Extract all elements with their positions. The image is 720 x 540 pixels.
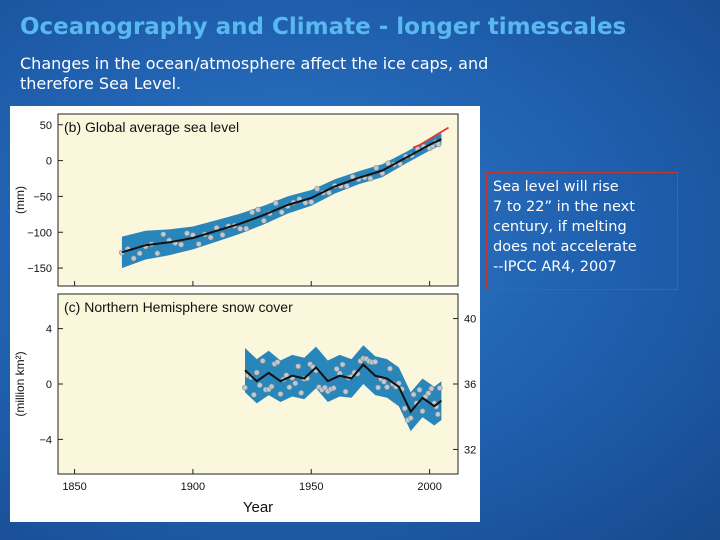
data-point-0-1-2 (154, 250, 161, 257)
data-point-1-14-0 (407, 415, 414, 421)
data-point-0-5-3 (255, 206, 261, 213)
data-point-0-0-3 (136, 250, 143, 257)
panel-title-1: (c) Northern Hemisphere snow cover (64, 299, 293, 315)
data-point-0-2-3 (184, 230, 190, 237)
data-point-0-3-1 (195, 241, 202, 247)
data-point-1-1-2 (259, 357, 266, 364)
data-point-1-2-1 (268, 383, 275, 390)
slide-title: Oceanography and Climate - longer timesc… (20, 14, 627, 40)
y2-tick-label-1-2: 32 (464, 444, 476, 456)
data-point-0-5-2 (249, 209, 255, 216)
slide-subtitle: Changes in the ocean/atmosphere affect t… (20, 54, 660, 94)
data-point-1-15-2 (425, 390, 432, 397)
data-point-1-12-0 (384, 384, 390, 390)
y-tick-label-0-3: −100 (27, 227, 52, 239)
panel-frame-0 (57, 113, 459, 287)
x-tick-label-3: 2000 (417, 481, 441, 493)
data-point-0-4-1 (219, 231, 226, 238)
data-point-0-6-0 (260, 217, 267, 224)
callout-line-4: does not accelerate (493, 239, 637, 255)
smoothed-line-1 (244, 363, 443, 414)
climate-chart-svg: (b) Global average sea level 50 0 −50 −100 −1… (13, 113, 476, 516)
data-point-0-8-0 (308, 199, 315, 205)
data-point-0-5-0 (237, 225, 244, 232)
data-point-1-1-1 (256, 382, 263, 389)
data-point-1-0-0 (242, 384, 248, 391)
data-point-1-15-3 (428, 385, 435, 392)
data-point-0-13-3 (435, 141, 442, 148)
climate-figure: (b) Global average sea level 50 0 −50 −100 −1… (10, 106, 480, 522)
data-point-1-8-2 (342, 388, 349, 395)
data-point-1-15-0 (419, 408, 426, 415)
data-point-1-4-1 (292, 380, 299, 387)
data-point-1-4-2 (295, 363, 302, 370)
y-axis-label-0: (mm) (13, 186, 27, 214)
data-point-0-2-2 (178, 241, 184, 248)
data-point-0-3-3 (207, 234, 214, 241)
y-tick-label-0-4: −150 (27, 263, 52, 275)
y-tick-label-0-1: 0 (46, 156, 52, 168)
x-tick-label-2: 1950 (299, 481, 323, 493)
data-point-0-6-2 (272, 200, 279, 207)
y-tick-label-0-0: 50 (40, 120, 52, 132)
data-point-1-4-3 (298, 389, 305, 396)
data-point-1-7-2 (330, 385, 337, 391)
uncertainty-band-1 (245, 345, 442, 432)
y-tick-label-1-0: 4 (46, 324, 52, 336)
data-point-1-0-3 (250, 391, 257, 398)
data-point-1-14-1 (410, 391, 417, 398)
data-point-1-16-3 (436, 385, 443, 391)
data-point-1-16-2 (434, 411, 441, 418)
panel-title-0: (b) Global average sea level (64, 119, 239, 135)
data-point-1-13-2 (401, 405, 408, 412)
data-point-0-11-1 (385, 160, 392, 167)
callout-line-1: Sea level will rise (493, 179, 619, 195)
data-point-0-0-2 (130, 255, 137, 262)
y2-tick-label-1-1: 36 (464, 379, 476, 391)
data-point-1-12-1 (387, 365, 393, 372)
data-point-1-3-0 (277, 391, 284, 397)
y2-tick-label-1-0: 40 (464, 314, 476, 326)
callout-line-3: century, if melting (493, 219, 627, 235)
data-point-1-8-1 (339, 361, 346, 368)
subtitle-line-1: Changes in the ocean/atmosphere affect t… (20, 54, 489, 73)
satellite-series-line (412, 126, 449, 149)
data-point-1-1-0 (253, 369, 260, 376)
callout-line-5: --IPCC AR4, 2007 (493, 259, 617, 275)
y-tick-label-1-1: 0 (46, 379, 52, 391)
data-point-1-11-3 (381, 378, 387, 385)
callout-line-2: 7 to 22” in the next (493, 199, 635, 215)
data-point-1-2-3 (274, 359, 281, 365)
subtitle-line-2: therefore Sea Level. (20, 74, 182, 93)
data-point-0-10-3 (373, 165, 380, 171)
data-point-1-11-0 (372, 358, 379, 365)
data-point-0-5-1 (243, 225, 250, 232)
ipcc-callout: Sea level will rise 7 to 22” in the next… (486, 172, 678, 290)
data-point-1-7-3 (333, 366, 340, 372)
data-point-0-9-2 (343, 183, 350, 189)
data-point-1-14-3 (416, 386, 423, 393)
y-tick-label-0-2: −50 (33, 191, 52, 203)
x-axis-label: Year (243, 499, 273, 516)
x-tick-label-0: 1850 (62, 481, 86, 493)
y-axis-label-1: (million km²) (13, 351, 27, 416)
data-point-0-10-2 (367, 175, 374, 182)
data-point-1-11-1 (375, 384, 381, 391)
data-point-0-1-3 (160, 231, 167, 238)
data-point-0-8-1 (314, 186, 321, 192)
data-point-0-6-3 (278, 209, 285, 216)
smoothed-line-0 (121, 138, 442, 254)
x-tick-label-1: 1900 (181, 481, 205, 493)
y-tick-label-1-2: −4 (39, 434, 52, 446)
data-point-1-3-3 (286, 384, 293, 391)
